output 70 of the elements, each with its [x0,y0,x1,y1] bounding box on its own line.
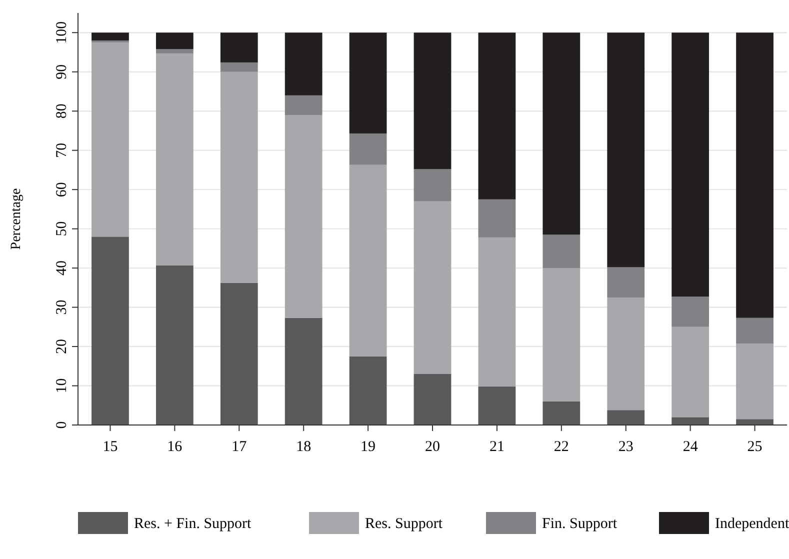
y-tick-label: 30 [54,300,70,315]
bar [672,417,710,425]
x-tick-label: 25 [747,439,762,455]
x-tick-label: 21 [489,439,504,455]
bar [542,268,580,402]
bar [736,318,774,344]
y-tick-label: 80 [54,104,70,119]
bar [220,282,258,425]
y-tick-label: 10 [54,378,70,394]
legend-label: Fin. Support [542,516,618,532]
legend-label: Independent [715,516,789,532]
bar [672,296,710,327]
bar [92,32,129,40]
bar [349,133,387,165]
bar [607,410,645,425]
bar [414,169,452,202]
bar [156,32,194,50]
bar [542,32,580,235]
x-tick-label: 20 [425,439,440,455]
y-tick-label: 20 [54,339,70,354]
bar [156,49,194,54]
x-tick-label: 24 [682,439,698,455]
bar [349,164,387,356]
bar [607,297,645,410]
x-tick-label: 15 [102,439,118,455]
bar [672,326,710,418]
bar [220,62,258,72]
bar [736,419,774,425]
bar [220,32,258,62]
y-axis-title: Percentage [9,188,24,250]
bar [672,32,710,297]
y-tick-label: 40 [54,260,70,276]
legend-label: Res. Support [365,516,444,532]
bar [220,72,258,283]
bar [414,201,452,374]
bar [284,32,322,96]
y-tick-label: 90 [54,64,70,80]
y-tick-label: 0 [54,421,70,429]
y-tick-label: 70 [54,142,70,158]
bar [92,236,129,425]
bar [156,265,194,425]
bar [414,32,452,170]
bar [542,401,580,425]
bar [349,32,387,134]
bar [736,32,774,318]
x-tick-label: 16 [167,439,183,455]
bar [478,199,516,238]
bar [156,53,194,266]
bar [607,267,645,298]
x-tick-label: 19 [360,439,376,455]
bar [478,237,516,387]
bar [284,115,322,318]
x-tick-label: 23 [618,439,634,455]
y-tick-label: 60 [54,182,70,198]
x-tick-label: 17 [232,439,248,455]
y-tick-label: 50 [54,221,70,236]
bar [284,318,322,425]
bar [284,95,322,116]
bar [542,234,580,268]
bar [478,386,516,425]
x-tick-label: 22 [554,439,569,455]
bar [478,32,516,200]
legend-label: Res. + Fin. Support [134,516,252,532]
bar [607,32,645,268]
bar [736,344,774,420]
bar [349,356,387,425]
x-tick-label: 18 [296,439,312,455]
bar [92,42,129,237]
bar [414,374,452,425]
y-tick-label: 100 [54,21,70,44]
